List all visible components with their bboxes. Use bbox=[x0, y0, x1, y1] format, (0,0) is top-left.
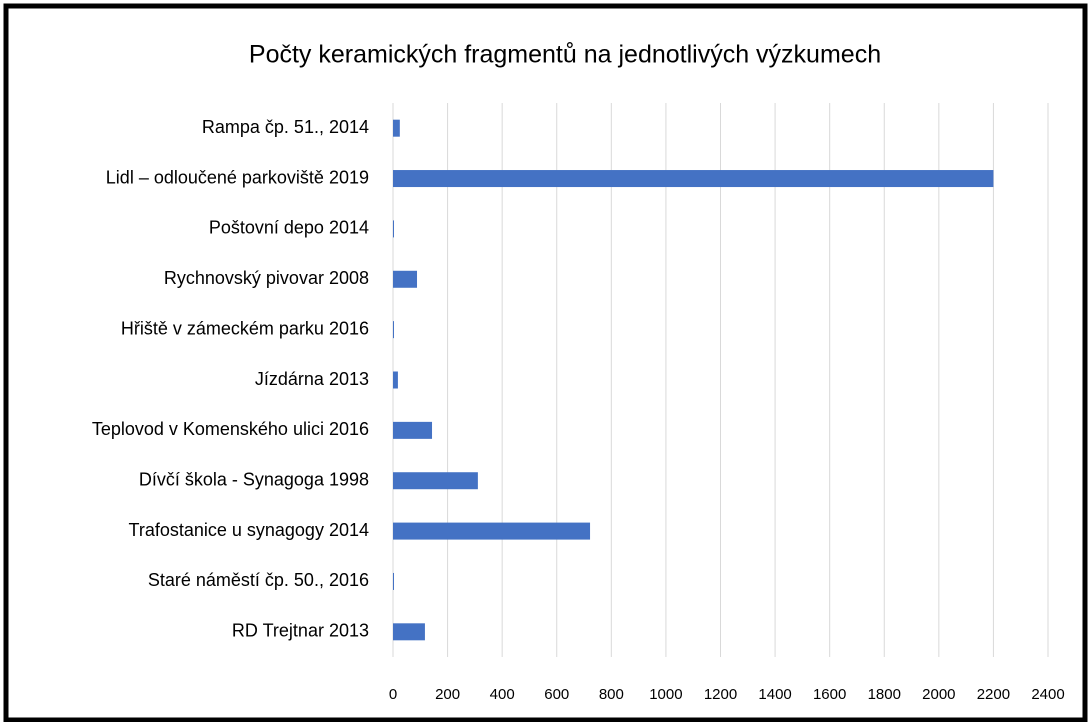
chart-frame bbox=[3, 3, 1088, 723]
bar bbox=[393, 270, 418, 288]
x-tick-label: 600 bbox=[544, 686, 569, 703]
bar bbox=[393, 472, 478, 490]
y-tick-label: Trafostanice u synagogy 2014 bbox=[129, 520, 370, 540]
bar bbox=[393, 371, 398, 389]
x-tick-label: 2200 bbox=[977, 686, 1010, 703]
bar bbox=[393, 572, 394, 590]
y-tick-label: Teplovod v Komenského ulici 2016 bbox=[92, 419, 369, 439]
bar bbox=[393, 321, 394, 339]
y-tick-label: Rychnovský pivovar 2008 bbox=[164, 268, 369, 288]
x-tick-label: 2400 bbox=[1031, 686, 1064, 703]
y-tick-label: Dívčí škola - Synagoga 1998 bbox=[139, 469, 369, 489]
bar bbox=[393, 119, 400, 137]
bar bbox=[393, 522, 591, 540]
x-tick-label: 1600 bbox=[813, 686, 846, 703]
x-tick-label: 1000 bbox=[649, 686, 682, 703]
y-tick-label: Jízdárna 2013 bbox=[255, 369, 369, 389]
x-tick-label: 400 bbox=[490, 686, 515, 703]
y-tick-label: Hřiště v zámeckém parku 2016 bbox=[121, 318, 369, 338]
y-tick-label: Staré náměstí čp. 50., 2016 bbox=[148, 570, 369, 590]
chart-title: Počty keramických fragmentů na jednotliv… bbox=[249, 41, 881, 69]
x-tick-label: 1200 bbox=[704, 686, 737, 703]
x-tick-label: 800 bbox=[599, 686, 624, 703]
x-tick-label: 200 bbox=[435, 686, 460, 703]
y-tick-label: Lidl – odloučené parkoviště 2019 bbox=[106, 167, 369, 187]
x-tick-label: 1400 bbox=[758, 686, 791, 703]
bar bbox=[393, 170, 994, 188]
y-tick-label: Poštovní depo 2014 bbox=[209, 218, 369, 238]
x-tick-label: 1800 bbox=[868, 686, 901, 703]
x-tick-label: 2000 bbox=[922, 686, 955, 703]
y-tick-label: Rampa čp. 51., 2014 bbox=[202, 117, 369, 137]
y-tick-label: RD Trejtnar 2013 bbox=[232, 621, 369, 641]
bar bbox=[393, 220, 394, 238]
x-tick-label: 0 bbox=[389, 686, 397, 703]
bar bbox=[393, 421, 433, 439]
bar bbox=[393, 623, 425, 641]
